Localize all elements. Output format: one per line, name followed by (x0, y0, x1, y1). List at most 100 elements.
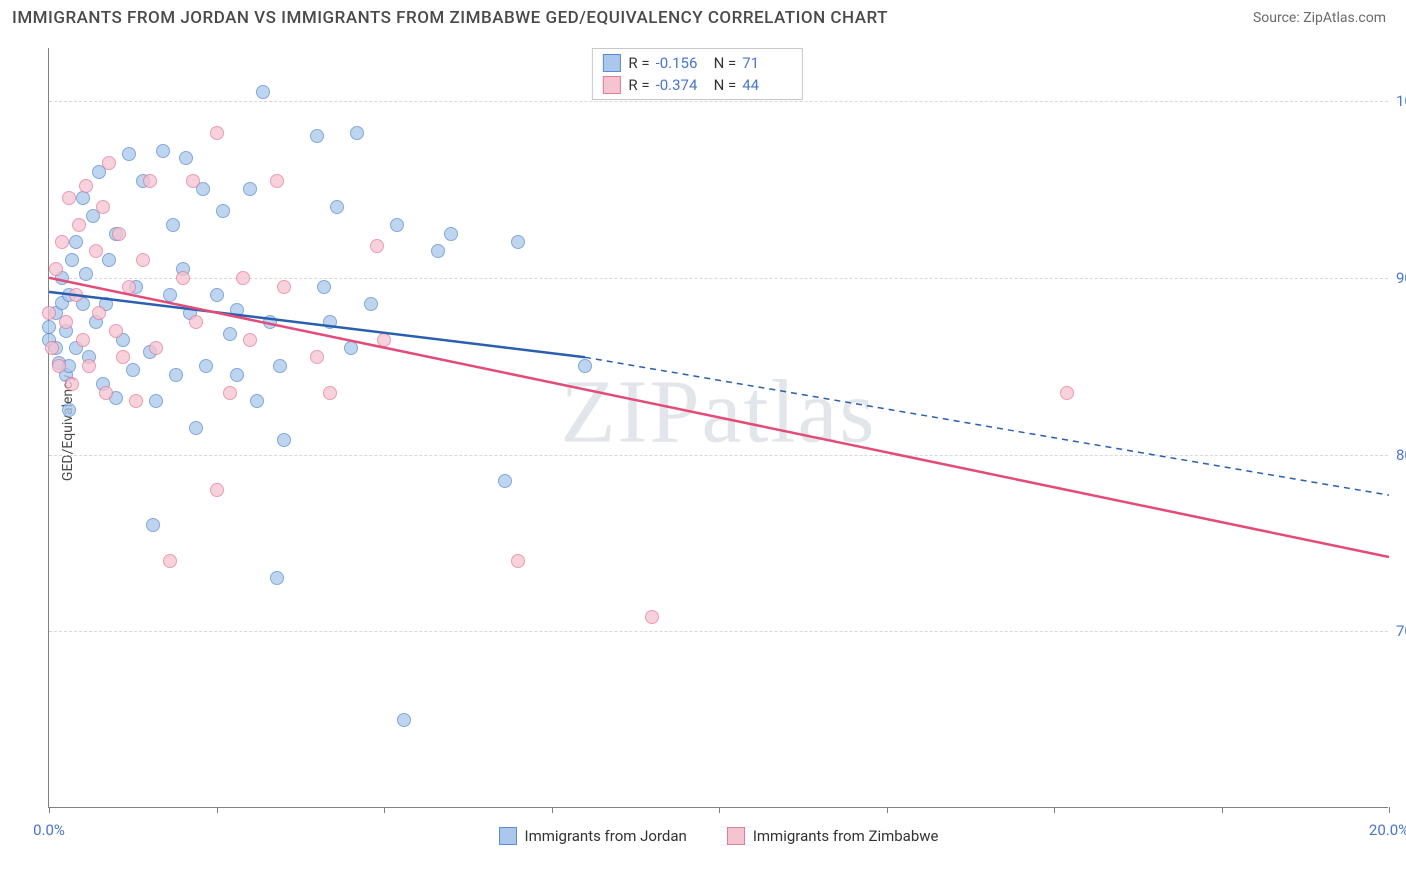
legend-row: R = -0.374 N =44 (602, 74, 792, 96)
scatter-point (72, 218, 86, 232)
scatter-point (243, 182, 257, 196)
scatter-point (199, 359, 213, 373)
scatter-point (92, 306, 106, 320)
scatter-point (109, 324, 123, 338)
scatter-point (52, 359, 66, 373)
y-tick-label: 80.0% (1396, 446, 1406, 464)
chart-title: IMMIGRANTS FROM JORDAN VS IMMIGRANTS FRO… (12, 8, 888, 28)
x-tick (384, 807, 385, 813)
scatter-point (143, 174, 157, 188)
scatter-point (79, 179, 93, 193)
x-tick (719, 807, 720, 813)
scatter-point (89, 244, 103, 258)
scatter-point (82, 359, 96, 373)
scatter-point (236, 271, 250, 285)
scatter-point (210, 126, 224, 140)
legend-r-value: -0.374 (656, 74, 706, 96)
scatter-point (99, 386, 113, 400)
legend-item: Immigrants from Zimbabwe (727, 827, 939, 845)
scatter-point (149, 394, 163, 408)
x-tick (217, 807, 218, 813)
scatter-point (223, 327, 237, 341)
scatter-point (277, 280, 291, 294)
chart-header: IMMIGRANTS FROM JORDAN VS IMMIGRANTS FRO… (0, 0, 1406, 34)
legend-swatch (727, 827, 745, 845)
scatter-point (122, 280, 136, 294)
scatter-point (310, 350, 324, 364)
scatter-point (578, 359, 592, 373)
scatter-point (210, 288, 224, 302)
scatter-point (65, 377, 79, 391)
y-tick-label: 70.0% (1396, 622, 1406, 640)
scatter-point (243, 333, 257, 347)
scatter-point (126, 363, 140, 377)
chart-plot-area: GED/Equivalency ZIPatlas R =-0.156N =71R… (48, 48, 1388, 808)
scatter-point (323, 315, 337, 329)
scatter-point (270, 174, 284, 188)
scatter-point (179, 151, 193, 165)
legend-n-value: 44 (742, 74, 792, 96)
scatter-point (444, 227, 458, 241)
scatter-point (149, 341, 163, 355)
legend-label: Immigrants from Jordan (525, 827, 687, 845)
legend-n-value: 71 (742, 52, 792, 74)
scatter-point (330, 200, 344, 214)
y-tick-label: 90.0% (1396, 269, 1406, 287)
legend-r-label: R = (628, 74, 649, 96)
scatter-point (96, 200, 110, 214)
scatter-point (323, 386, 337, 400)
scatter-point (136, 253, 150, 267)
series-legend: Immigrants from Jordan Immigrants from Zi… (499, 827, 939, 845)
scatter-point (112, 227, 126, 241)
scatter-point (230, 368, 244, 382)
x-tick (49, 807, 50, 813)
grid-line (49, 455, 1388, 456)
scatter-point (186, 174, 200, 188)
scatter-point (163, 288, 177, 302)
scatter-point (250, 394, 264, 408)
legend-r-value: -0.156 (656, 52, 706, 74)
scatter-point (169, 368, 183, 382)
scatter-point (645, 610, 659, 624)
scatter-point (176, 271, 190, 285)
legend-n-label: N = (714, 74, 737, 96)
scatter-point (377, 333, 391, 347)
scatter-point (216, 204, 230, 218)
legend-n-label: N = (714, 52, 737, 74)
scatter-point (69, 235, 83, 249)
scatter-point (317, 280, 331, 294)
grid-line (49, 631, 1388, 632)
scatter-point (344, 341, 358, 355)
scatter-point (189, 421, 203, 435)
scatter-point (498, 474, 512, 488)
y-tick-label: 100.0% (1396, 92, 1406, 110)
correlation-legend: R = -0.156 N =71 R = -0.374 N =44 (591, 48, 803, 100)
x-tick-label: 20.0% (1369, 821, 1406, 839)
scatter-point (310, 129, 324, 143)
x-tick (1054, 807, 1055, 813)
scatter-point (69, 288, 83, 302)
legend-swatch (602, 54, 620, 72)
legend-swatch (602, 76, 620, 94)
scatter-point (1060, 386, 1074, 400)
scatter-point (163, 554, 177, 568)
scatter-point (511, 235, 525, 249)
scatter-point (189, 315, 203, 329)
scatter-point (390, 218, 404, 232)
legend-r-label: R = (628, 52, 649, 74)
scatter-point (76, 333, 90, 347)
scatter-point (122, 147, 136, 161)
scatter-point (65, 253, 79, 267)
scatter-point (270, 571, 284, 585)
scatter-point (62, 191, 76, 205)
watermark-text: ZIPatlas (561, 361, 877, 464)
scatter-point (79, 267, 93, 281)
scatter-point (230, 303, 244, 317)
scatter-point (55, 235, 69, 249)
scatter-point (210, 483, 224, 497)
scatter-point (277, 433, 291, 447)
scatter-point (364, 297, 378, 311)
x-tick (1222, 807, 1223, 813)
scatter-point (273, 359, 287, 373)
scatter-point (116, 350, 130, 364)
